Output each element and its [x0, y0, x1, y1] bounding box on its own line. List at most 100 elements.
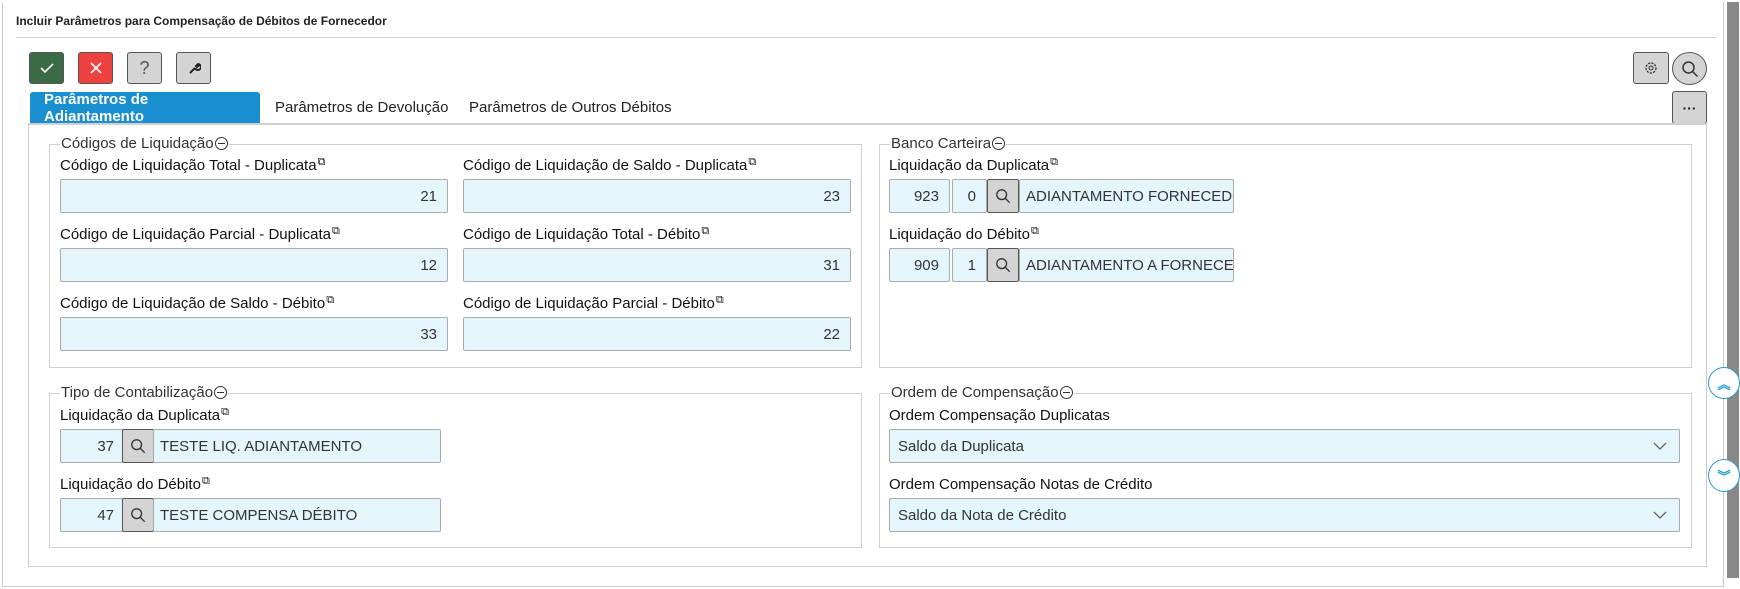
field-label-text: Código de Liquidação Total - Débito — [463, 226, 701, 243]
wrench-icon — [188, 62, 201, 74]
scroll-top-button[interactable]: ︽ — [1708, 367, 1740, 399]
fieldset-banco-carteira — [879, 144, 1692, 368]
field-label: Ordem Compensação Duplicatas — [889, 407, 1110, 424]
copy-icon[interactable]: ⧉ — [701, 225, 710, 237]
copy-icon[interactable]: ⧉ — [221, 406, 229, 418]
more-button[interactable]: ··· — [1672, 91, 1707, 124]
codigo-input[interactable]: 21 — [60, 179, 448, 213]
select-value: Saldo da Nota de Crédito — [898, 506, 1067, 524]
tipo-code-input[interactable]: 47 — [60, 498, 123, 532]
field-label: Liquidação do Débito ⧉ — [889, 225, 1039, 244]
field-label-text: Código de Liquidação de Saldo - Duplicat… — [463, 157, 748, 174]
search-icon — [131, 439, 146, 454]
copy-icon[interactable]: ⧉ — [201, 475, 210, 487]
scrollbar[interactable] — [1727, 2, 1739, 578]
select-value: Saldo da Duplicata — [898, 437, 1024, 455]
codigo-input[interactable]: 31 — [463, 248, 851, 282]
field-label: Código de Liquidação de Saldo - Débito ⧉ — [60, 294, 335, 313]
legend-ordem-compensacao: Ordem de Compensação — [890, 384, 1074, 401]
banco-description: ADIANTAMENTO A FORNECEDORES — [1019, 248, 1234, 282]
copy-icon[interactable]: ⧉ — [748, 156, 757, 168]
codigo-input[interactable]: 22 — [463, 317, 851, 351]
collapse-icon[interactable] — [214, 386, 228, 399]
confirm-button[interactable] — [29, 52, 64, 84]
field-label: Liquidação da Duplicata ⧉ — [889, 156, 1058, 175]
collapse-icon[interactable] — [992, 137, 1006, 150]
field-label-text: Liquidação da Duplicata — [889, 157, 1050, 174]
field-label: Código de Liquidação de Saldo - Duplicat… — [463, 156, 757, 175]
codigo-input[interactable]: 12 — [60, 248, 448, 282]
field-label-text: Código de Liquidação de Saldo - Débito — [60, 295, 326, 312]
tipo-lookup-button[interactable] — [122, 498, 154, 532]
field-label-text: Liquidação do Débito — [889, 226, 1030, 243]
fieldset-codigos-liquidacao — [49, 144, 862, 368]
codigo-input[interactable]: 33 — [60, 317, 448, 351]
window-title: Incluir Parâmetros para Compensação de D… — [16, 14, 387, 28]
gear-icon — [1645, 62, 1657, 74]
check-icon — [39, 63, 54, 74]
tipo-code-input[interactable]: 37 — [60, 429, 123, 463]
codigo-input[interactable]: 23 — [463, 179, 851, 213]
ordem-select[interactable]: Saldo da Nota de Crédito — [889, 498, 1680, 532]
search-icon — [996, 189, 1011, 204]
banco-lookup-button[interactable] — [987, 179, 1019, 213]
field-label-text: Código de Liquidação Parcial - Duplicata — [60, 226, 331, 243]
settings-button[interactable] — [1633, 52, 1669, 84]
tab-parametros-adiantamento[interactable]: Parâmetros de Adiantamento — [30, 91, 260, 125]
copy-icon[interactable]: ⧉ — [1050, 156, 1058, 168]
title-divider — [16, 37, 1716, 38]
legend-text: Códigos de Liquidação — [61, 135, 214, 152]
tipo-lookup-button[interactable] — [122, 429, 154, 463]
legend-banco-carteira: Banco Carteira — [890, 135, 1007, 152]
search-button[interactable] — [1672, 52, 1707, 85]
fieldset-ordem-compensacao — [879, 393, 1692, 548]
copy-icon[interactable]: ⧉ — [715, 294, 724, 306]
tipo-description: TESTE COMPENSA DÉBITO — [153, 498, 441, 532]
legend-tipo-contabilizacao: Tipo de Contabilização — [60, 384, 229, 401]
help-button[interactable]: ? — [127, 52, 162, 84]
search-icon — [1681, 60, 1698, 77]
chevrons-up-icon: ︽ — [1717, 376, 1731, 392]
chevrons-down-icon: ︾ — [1717, 469, 1731, 484]
field-label-text: Liquidação do Débito — [60, 476, 201, 493]
banco-lookup-button[interactable] — [987, 248, 1019, 282]
fieldset-tipo-contabilizacao — [49, 393, 862, 548]
cancel-button[interactable] — [78, 52, 113, 84]
legend-codigos-liquidacao: Códigos de Liquidação — [60, 135, 229, 152]
field-label-text: Código de Liquidação Parcial - Débito — [463, 295, 715, 312]
tab-parametros-outros-debitos[interactable]: Parâmetros de Outros Débitos — [469, 99, 672, 116]
banco-description: ADIANTAMENTO FORNECEDOR — [1019, 179, 1234, 213]
banco-sub-input[interactable]: 0 — [952, 179, 987, 213]
legend-text: Banco Carteira — [891, 135, 992, 152]
field-label: Liquidação do Débito ⧉ — [60, 475, 210, 494]
scroll-bottom-button[interactable]: ︾ — [1708, 459, 1740, 492]
banco-code-input[interactable]: 923 — [889, 179, 950, 213]
field-label: Ordem Compensação Notas de Crédito — [889, 476, 1153, 493]
copy-icon[interactable]: ⧉ — [317, 156, 326, 168]
copy-icon[interactable]: ⧉ — [326, 294, 335, 306]
field-label: Código de Liquidação Total - Débito ⧉ — [463, 225, 710, 244]
search-icon — [996, 258, 1011, 273]
collapse-icon[interactable] — [1059, 386, 1073, 399]
field-label: Código de Liquidação Parcial - Duplicata… — [60, 225, 340, 244]
collapse-icon[interactable] — [214, 137, 228, 150]
field-label: Liquidação da Duplicata ⧉ — [60, 406, 229, 425]
ordem-select[interactable]: Saldo da Duplicata — [889, 429, 1680, 463]
tab-parametros-devolucao[interactable]: Parâmetros de Devolução — [275, 99, 449, 116]
banco-sub-input[interactable]: 1 — [952, 248, 987, 282]
chevron-down-icon — [1653, 511, 1667, 519]
chevron-down-icon — [1653, 442, 1667, 450]
copy-icon[interactable]: ⧉ — [1030, 225, 1039, 237]
legend-text: Ordem de Compensação — [891, 384, 1059, 401]
search-icon — [131, 508, 146, 523]
legend-text: Tipo de Contabilização — [61, 384, 214, 401]
close-icon — [89, 62, 102, 74]
field-label-text: Liquidação da Duplicata — [60, 407, 221, 424]
field-label-text: Código de Liquidação Total - Duplicata — [60, 157, 317, 174]
tools-button[interactable] — [176, 52, 211, 84]
field-label: Código de Liquidação Parcial - Débito ⧉ — [463, 294, 724, 313]
copy-icon[interactable]: ⧉ — [332, 225, 340, 237]
banco-code-input[interactable]: 909 — [889, 248, 950, 282]
field-label: Código de Liquidação Total - Duplicata ⧉ — [60, 156, 326, 175]
